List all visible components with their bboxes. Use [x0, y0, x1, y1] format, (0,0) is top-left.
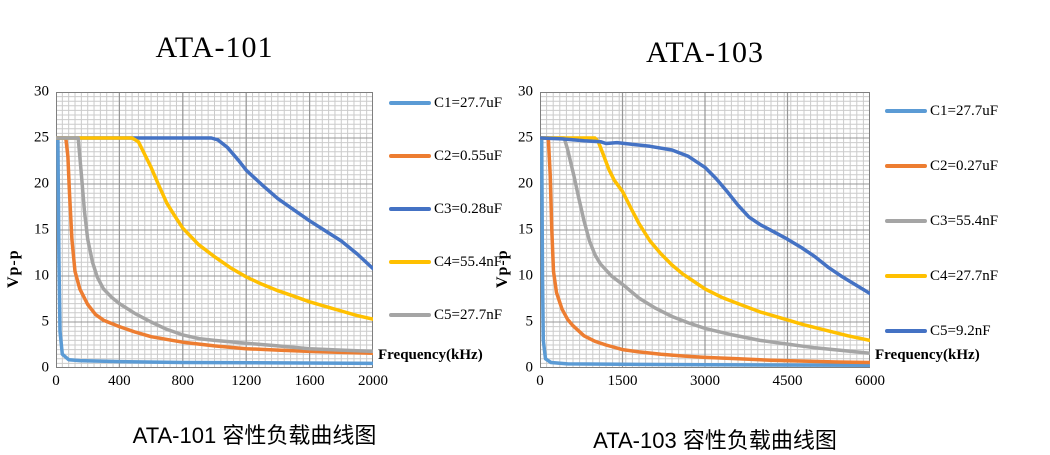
series-line-c3 — [56, 136, 373, 271]
legend-item: C2=0.27uF — [885, 156, 998, 176]
legend-item: C1=27.7uF — [389, 93, 502, 113]
legend-label: C2=0.27uF — [930, 157, 999, 174]
chart-title: ATA-103 — [646, 36, 764, 69]
legend-line-swatch — [389, 207, 431, 211]
x-axis-label: Frequency(kHz) — [875, 347, 980, 363]
legend-line-swatch — [389, 101, 431, 105]
legend-label: C1=27.7uF — [434, 94, 503, 111]
series-line-c3 — [540, 136, 870, 356]
y-axis-label: Vp-p — [5, 249, 22, 289]
x-tick-label: 1600 — [294, 373, 325, 389]
legend: C1=27.7uF C2=0.55uF C3=0.28uF C4=55.4nF C5=2… — [389, 93, 502, 325]
y-tick-label: 15 — [518, 221, 533, 238]
x-tick-label: 2000 — [358, 373, 388, 389]
plot-area — [56, 92, 373, 368]
series-line-c4 — [56, 136, 373, 321]
y-tick-label: 10 — [34, 267, 49, 284]
legend-line-swatch — [885, 109, 927, 113]
legend-item: C5=9.2nF — [885, 321, 998, 341]
legend-line-swatch — [885, 329, 927, 333]
legend-item: C3=0.28uF — [389, 199, 502, 219]
x-tick-label: 0 — [52, 373, 60, 389]
legend-label: C2=0.55uF — [434, 147, 503, 164]
series-line-c2 — [540, 136, 870, 365]
y-axis-label: Vp-p — [494, 249, 511, 289]
legend-item: C5=27.7nF — [389, 305, 502, 325]
y-tick-label: 0 — [525, 359, 534, 376]
x-tick-label: 1500 — [607, 373, 638, 389]
legend-label: C3=0.28uF — [434, 200, 503, 217]
y-tick-label: 20 — [34, 175, 49, 192]
legend-line-swatch — [389, 313, 431, 317]
series-line-c1 — [56, 136, 373, 366]
series-line-c5 — [540, 136, 870, 296]
chart-caption: ATA-103 容性负载曲线图 — [593, 428, 837, 453]
legend-label: C1=27.7uF — [930, 102, 999, 119]
y-tick-label: 30 — [518, 83, 533, 100]
chart-title: ATA-101 — [155, 31, 274, 64]
plot-area — [540, 92, 870, 368]
x-tick-label: 0 — [536, 373, 544, 389]
legend-item: C3=55.4nF — [885, 211, 998, 231]
chart-caption: ATA-101 容性负载曲线图 — [132, 423, 377, 448]
x-tick-label: 3000 — [690, 373, 720, 389]
x-axis-label: Frequency(kHz) — [378, 347, 483, 363]
plot-border — [56, 92, 373, 368]
y-tick-label: 20 — [518, 175, 533, 192]
y-tick-label: 25 — [34, 129, 49, 146]
series-line-c5 — [56, 136, 373, 354]
legend-line-swatch — [389, 154, 431, 158]
x-tick-label: 1200 — [231, 373, 262, 389]
x-tick-label: 4500 — [772, 373, 803, 389]
legend-label: C5=27.7nF — [434, 306, 503, 323]
x-tick-label: 800 — [171, 373, 195, 389]
series-line-c1 — [540, 136, 870, 367]
chart-ata-103: ATA-103 Vp-p 0 5 10 15 20 25 30 0 1500 3000 4500 6… — [494, 36, 998, 453]
legend-item: C1=27.7uF — [885, 101, 998, 121]
legend-item: C4=27.7nF — [885, 266, 998, 286]
legend-label: C4=27.7nF — [930, 267, 999, 284]
chart-ata-101: ATA-101 Vp-p 0 5 10 15 20 25 30 0 400 800 1200 160… — [5, 31, 502, 448]
legend-line-swatch — [885, 219, 927, 223]
legend-item: C4=55.4nF — [389, 252, 502, 272]
y-tick-label: 25 — [518, 129, 533, 146]
legend: C1=27.7uF C2=0.27uF C3=55.4nF C4=27.7nF C5=9… — [885, 101, 998, 341]
y-tick-label: 10 — [518, 267, 533, 284]
y-tick-label: 5 — [525, 313, 534, 330]
y-tick-label: 30 — [34, 83, 49, 100]
legend-label: C3=55.4nF — [930, 212, 999, 229]
x-tick-label: 400 — [108, 373, 131, 389]
legend-line-swatch — [389, 260, 431, 264]
x-tick-label: 6000 — [855, 373, 885, 389]
series-line-c4 — [540, 136, 870, 343]
legend-label: C4=55.4nF — [434, 253, 503, 270]
y-tick-label: 15 — [34, 221, 49, 238]
legend-line-swatch — [885, 164, 927, 168]
legend-label: C5=9.2nF — [930, 322, 991, 339]
legend-item: C2=0.55uF — [389, 146, 502, 166]
y-tick-label: 0 — [41, 359, 50, 376]
legend-line-swatch — [885, 274, 927, 278]
series-line-c2 — [56, 136, 373, 356]
y-tick-label: 5 — [41, 313, 50, 330]
